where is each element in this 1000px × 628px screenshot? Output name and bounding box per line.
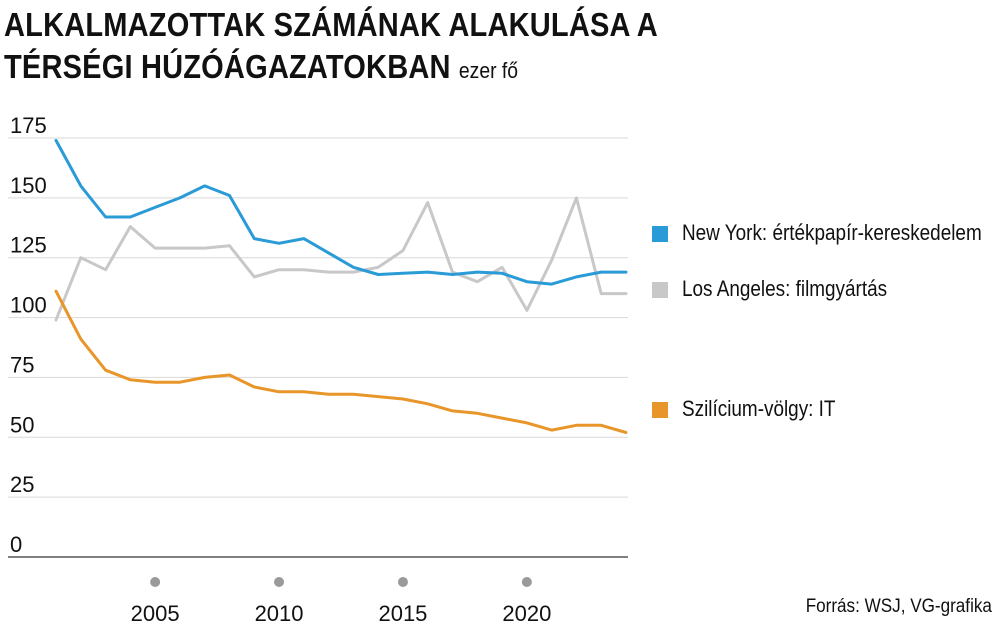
y-tick-label-175: 175 [10, 113, 47, 138]
y-tick-label-50: 50 [10, 412, 34, 437]
x-tick-label-2005: 2005 [131, 601, 180, 626]
legend-swatch-szilicium-volgy [652, 402, 668, 418]
x-tick-label-2010: 2010 [255, 601, 304, 626]
x-tick-label-2015: 2015 [378, 601, 427, 626]
x-tick-dot-2020 [521, 577, 532, 587]
chart-title: ALKALMAZOTTAK SZÁMÁNAK ALAKULÁSA A TÉRSÉ… [4, 4, 734, 92]
legend-label-los-angeles: Los Angeles: filmgyártás [682, 276, 888, 301]
x-axis: 2005 2010 2015 2020 [131, 577, 551, 626]
legend-label-szilicium-volgy: Szilícium-völgy: IT [682, 396, 836, 421]
x-tick-dot-2015 [397, 577, 408, 587]
y-tick-label-150: 150 [10, 173, 47, 198]
x-tick-dot-2005 [150, 577, 161, 587]
legend-label-new-york: New York: értékpapír-kereskedelem [682, 220, 982, 245]
chart-title-text: ALKALMAZOTTAK SZÁMÁNAK ALAKULÁSA A TÉRSÉ… [4, 6, 657, 85]
unit-label: ezer fő [458, 58, 519, 83]
series-line-new-york [54, 138, 628, 286]
grid-lines [8, 137, 628, 558]
series-line-los-angeles [54, 196, 628, 322]
y-axis: 0 25 50 75 100 125 150 175 [10, 113, 47, 557]
y-tick-label-100: 100 [10, 293, 47, 318]
series-line-szilicium-volgy [54, 289, 628, 434]
y-tick-label-25: 25 [10, 472, 34, 497]
y-tick-label-125: 125 [10, 233, 47, 258]
legend-swatch-new-york [652, 226, 668, 242]
legend-swatch-los-angeles [652, 282, 668, 298]
y-tick-label-75: 75 [10, 352, 34, 377]
x-tick-dot-2010 [274, 577, 285, 587]
y-tick-label-0: 0 [10, 532, 22, 557]
series-lines [54, 138, 628, 434]
x-tick-label-2020: 2020 [502, 601, 551, 626]
source-note: Forrás: WSJ, VG-grafika [805, 596, 992, 617]
